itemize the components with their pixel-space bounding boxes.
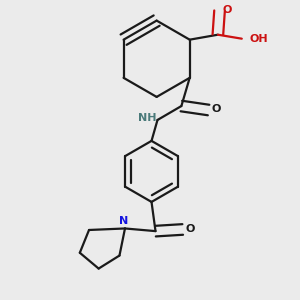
Text: OH: OH [249,34,268,44]
Text: O: O [212,104,221,114]
Text: O: O [186,224,195,235]
Text: NH: NH [138,113,156,123]
Text: O: O [222,5,232,15]
Text: N: N [119,216,128,226]
